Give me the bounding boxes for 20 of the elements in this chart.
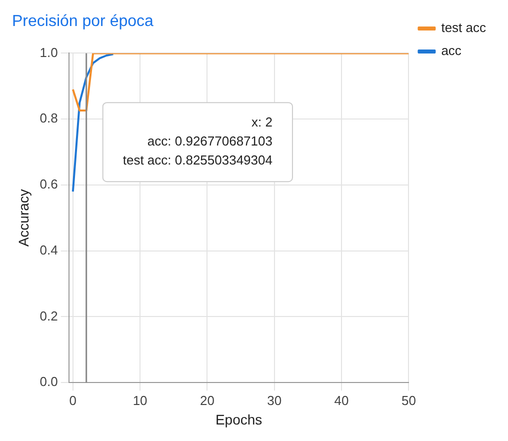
y-tick-label: 0.6 — [40, 176, 58, 192]
x-tick-label: 10 — [132, 392, 148, 408]
x-axis-title: Epochs — [215, 411, 262, 428]
annotation: test acc: 0.825503349304 — [122, 152, 272, 168]
y-tick-label: 1.0 — [40, 44, 58, 60]
annotation: acc: 0.926770687103 — [147, 134, 272, 149]
y-tick-label: 0.0 — [40, 374, 58, 390]
annotation: x: 2 — [252, 114, 272, 130]
y-tick-label: 0.2 — [40, 308, 58, 324]
legend-label: acc — [441, 43, 462, 58]
x-tick-label: 0 — [69, 392, 77, 408]
x-tick-label: 20 — [200, 392, 214, 408]
y-tick-label: 0.8 — [40, 110, 58, 126]
x-tick-label: 50 — [401, 392, 416, 408]
y-axis-title: Accuracy — [15, 189, 32, 247]
y-tick-label: 0.4 — [40, 242, 58, 258]
legend-label: test acc — [441, 20, 486, 36]
x-tick-label: 40 — [334, 392, 349, 408]
chart-title: Precisión por época — [12, 13, 154, 30]
x-tick-label: 30 — [267, 392, 282, 408]
